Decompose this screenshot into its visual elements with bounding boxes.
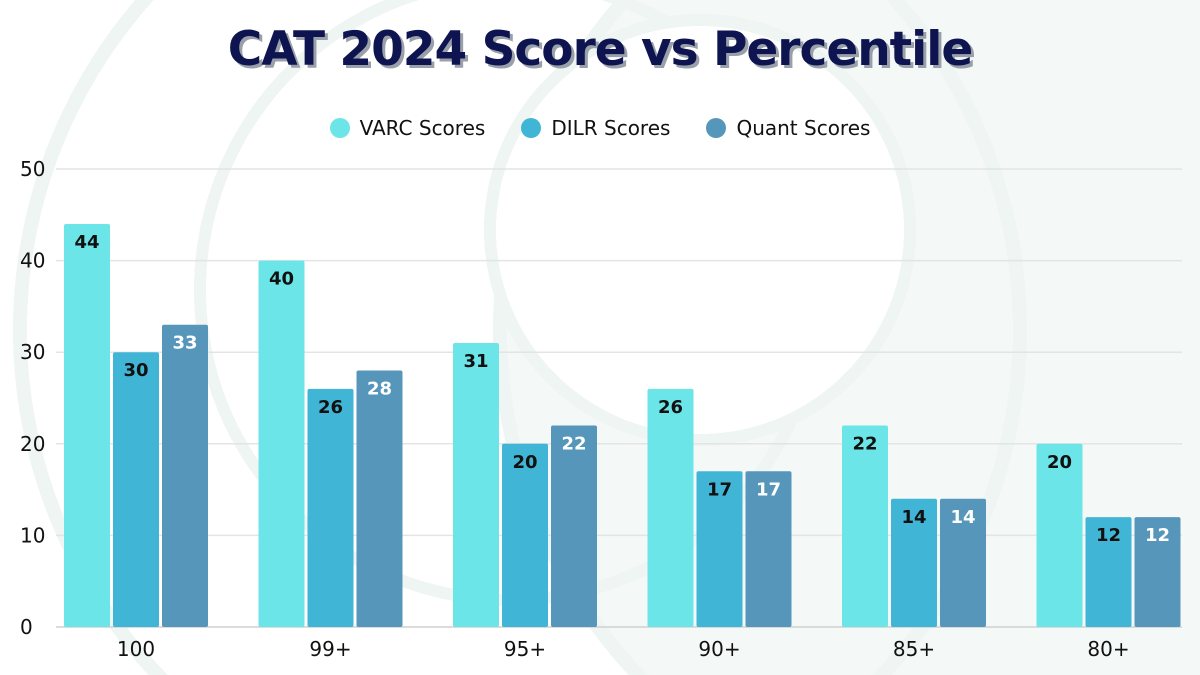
bar-dilr bbox=[696, 471, 743, 627]
x-tick-label: 95+ bbox=[504, 637, 546, 661]
data-label: 17 bbox=[756, 479, 781, 500]
legend-label: Quant Scores bbox=[736, 116, 871, 140]
x-tick-label: 90+ bbox=[698, 637, 740, 661]
data-label: 20 bbox=[1047, 452, 1072, 473]
y-tick-label: 30 bbox=[20, 340, 45, 364]
legend-item-dilr: DILR Scores bbox=[521, 116, 670, 140]
bar-dilr bbox=[891, 498, 937, 627]
bar-dilr bbox=[113, 352, 159, 627]
bar-varc bbox=[842, 425, 888, 627]
data-label: 12 bbox=[1096, 525, 1121, 546]
bar-varc bbox=[1036, 443, 1083, 627]
bar-quant bbox=[551, 425, 597, 627]
bar-varc bbox=[647, 388, 694, 627]
bar-dilr bbox=[307, 388, 354, 627]
x-tick-label: 100 bbox=[117, 637, 155, 661]
y-tick-label: 20 bbox=[20, 432, 45, 456]
data-label: 14 bbox=[901, 507, 926, 528]
data-label: 22 bbox=[561, 433, 586, 454]
legend-item-quant: Quant Scores bbox=[706, 116, 870, 140]
y-tick-label: 40 bbox=[20, 249, 45, 273]
bar-quant bbox=[1134, 517, 1181, 627]
y-tick-label: 10 bbox=[20, 523, 45, 547]
y-tick-label: 0 bbox=[20, 615, 33, 639]
legend-swatch bbox=[329, 118, 350, 138]
chart-title: CAT 2024 Score vs Percentile bbox=[227, 22, 973, 77]
data-label: 33 bbox=[172, 333, 197, 354]
legend-label: VARC Scores bbox=[359, 116, 486, 140]
bar-varc bbox=[453, 343, 499, 627]
x-tick-label: 80+ bbox=[1087, 637, 1129, 661]
legend: VARC Scores DILR Scores Quant Scores bbox=[0, 116, 1200, 140]
data-label: 12 bbox=[1145, 525, 1170, 546]
data-label: 20 bbox=[512, 452, 537, 473]
y-tick-label: 50 bbox=[20, 157, 45, 181]
bar-dilr bbox=[1085, 517, 1132, 627]
x-tick-label: 85+ bbox=[893, 637, 935, 661]
data-label: 30 bbox=[123, 360, 148, 381]
legend-swatch bbox=[706, 118, 727, 138]
bar-quant bbox=[745, 471, 792, 627]
bar-quant bbox=[162, 324, 208, 627]
data-label: 17 bbox=[707, 479, 732, 500]
data-label: 26 bbox=[658, 397, 683, 418]
data-label: 40 bbox=[269, 269, 294, 290]
legend-item-varc: VARC Scores bbox=[329, 116, 486, 140]
data-label: 28 bbox=[367, 379, 392, 400]
data-label: 44 bbox=[74, 232, 99, 253]
data-label: 26 bbox=[318, 397, 343, 418]
bar-varc bbox=[258, 260, 305, 627]
bar-quant bbox=[356, 370, 403, 627]
data-label: 22 bbox=[852, 433, 877, 454]
bar-dilr bbox=[502, 443, 548, 627]
legend-label: DILR Scores bbox=[551, 116, 671, 140]
data-label: 14 bbox=[950, 507, 975, 528]
bar-varc bbox=[64, 223, 110, 627]
bar-quant bbox=[940, 498, 986, 627]
data-label: 31 bbox=[463, 351, 488, 372]
x-tick-label: 99+ bbox=[309, 637, 351, 661]
legend-swatch bbox=[521, 118, 542, 138]
